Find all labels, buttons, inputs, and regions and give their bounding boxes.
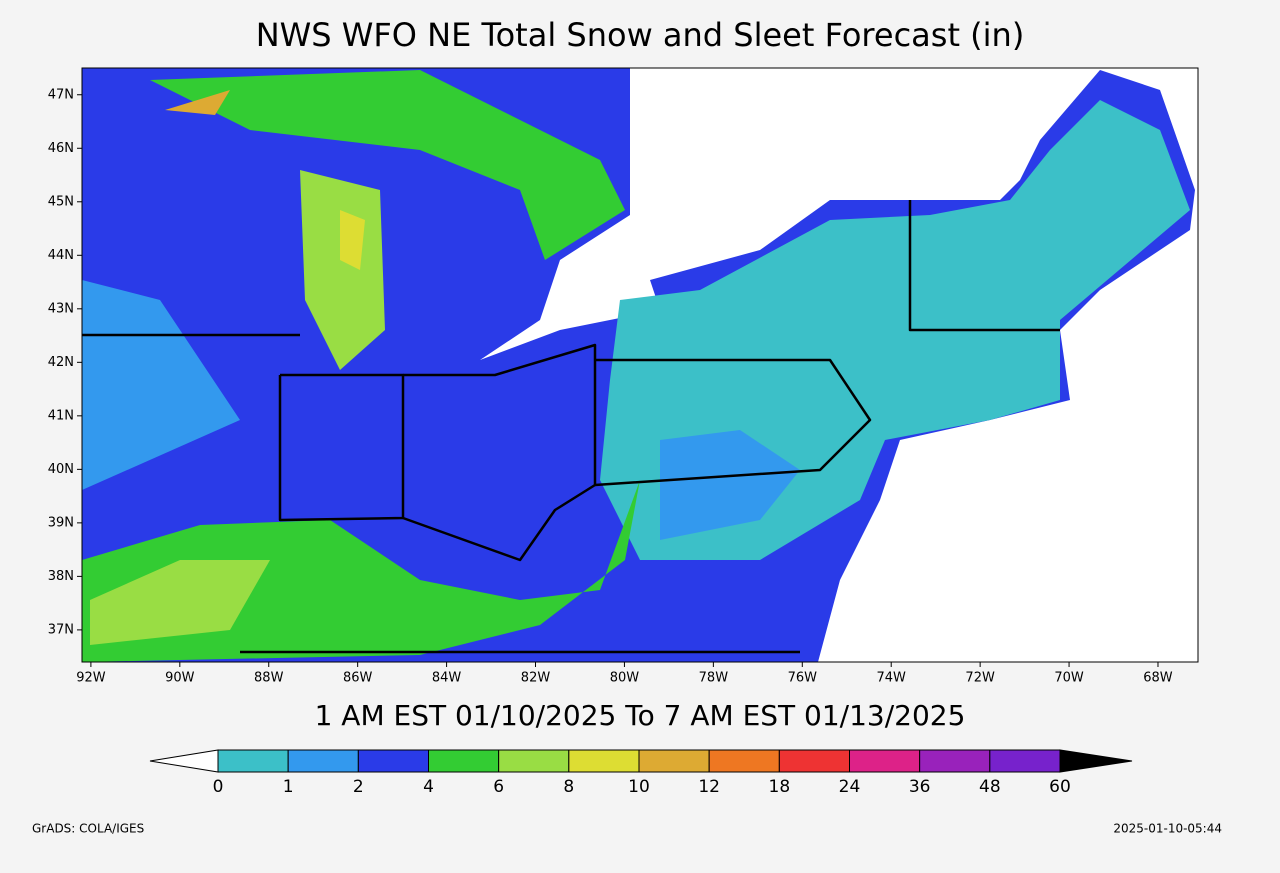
- colorbar-label: 0: [213, 777, 224, 797]
- colorbar-label: 2: [353, 777, 364, 797]
- colorbar-box: [638, 749, 710, 773]
- footer-right: 2025-01-10-05:44: [1113, 822, 1222, 836]
- lon-tick-label: 84W: [432, 671, 462, 686]
- colorbar: 0 1 2 4 6 8 10 12 18 24 36 48 60: [149, 749, 1133, 797]
- snow-1-2: [82, 280, 240, 490]
- lat-tick-label: 38N: [48, 569, 74, 584]
- footer-left: GrADS: COLA/IGES: [32, 822, 144, 836]
- snow-4-6: [150, 70, 625, 260]
- colorbar-label: 60: [1049, 777, 1071, 797]
- lat-tick-label: 39N: [48, 515, 74, 530]
- lat-tick-label: 46N: [48, 141, 74, 156]
- colorbar-box: [428, 749, 500, 773]
- colorbar-box: [217, 749, 289, 773]
- lat-tick-label: 43N: [48, 301, 74, 316]
- lon-tick-label: 78W: [699, 671, 729, 686]
- colorbar-box: [568, 749, 640, 773]
- snow-8-10: [340, 210, 365, 270]
- colorbar-box: [708, 749, 780, 773]
- lat-tick-label: 45N: [48, 194, 74, 209]
- lon-tick-label: 86W: [343, 671, 373, 686]
- snow-10-12: [165, 90, 230, 115]
- lat-tick-label: 47N: [48, 87, 74, 102]
- lon-tick-label: 74W: [877, 671, 907, 686]
- lon-tick-label: 76W: [788, 671, 818, 686]
- colorbar-label: 6: [493, 777, 504, 797]
- lon-tick-label: 80W: [610, 671, 640, 686]
- colorbar-box: [287, 749, 359, 773]
- title: NWS WFO NE Total Snow and Sleet Forecast…: [256, 16, 1025, 54]
- state-borders: [594, 358, 872, 487]
- map-frame: [81, 67, 1199, 663]
- colorbar-box: [357, 749, 430, 773]
- lat-tick-label: 41N: [48, 408, 74, 423]
- lon-tick-label: 90W: [165, 671, 195, 686]
- snow-6-8: [90, 560, 270, 645]
- colorbar-label: 48: [979, 777, 1001, 797]
- lat-tick-label: 44N: [48, 248, 74, 263]
- lon-tick-label: 72W: [965, 671, 995, 686]
- lon-tick-label: 68W: [1143, 671, 1173, 686]
- axis-labels: 92W 90W 88W 86W 84W 82W 80W 78W 76W 74W 72W 70W 68W 3…: [48, 87, 1173, 685]
- colorbar-box: [498, 749, 570, 773]
- lon-tick-label: 92W: [76, 671, 106, 686]
- lon-tick-label: 88W: [254, 671, 284, 686]
- lon-tick-label: 70W: [1054, 671, 1084, 686]
- colorbar-box: [989, 749, 1061, 773]
- lat-tick-label: 40N: [48, 462, 74, 477]
- colorbar-label: 36: [909, 777, 931, 797]
- valid-period: 1 AM EST 01/10/2025 To 7 AM EST 01/13/20…: [315, 699, 966, 732]
- colorbar-label: 10: [628, 777, 650, 797]
- colorbar-label: 1: [283, 777, 294, 797]
- colorbar-box: [919, 749, 991, 773]
- state-borders: [908, 200, 1060, 332]
- lat-tick-label: 37N: [48, 622, 74, 637]
- colorbar-box: [849, 749, 921, 773]
- colorbar-label: 18: [769, 777, 791, 797]
- colorbar-label: 24: [839, 777, 861, 797]
- colorbar-label: 4: [423, 777, 434, 797]
- lat-tick-label: 42N: [48, 355, 74, 370]
- map: [81, 67, 1199, 663]
- colorbar-box: [778, 749, 850, 773]
- lon-tick-label: 82W: [521, 671, 551, 686]
- colorbar-label: 12: [698, 777, 720, 797]
- colorbar-label: 8: [563, 777, 574, 797]
- snow-1-2: [660, 430, 800, 540]
